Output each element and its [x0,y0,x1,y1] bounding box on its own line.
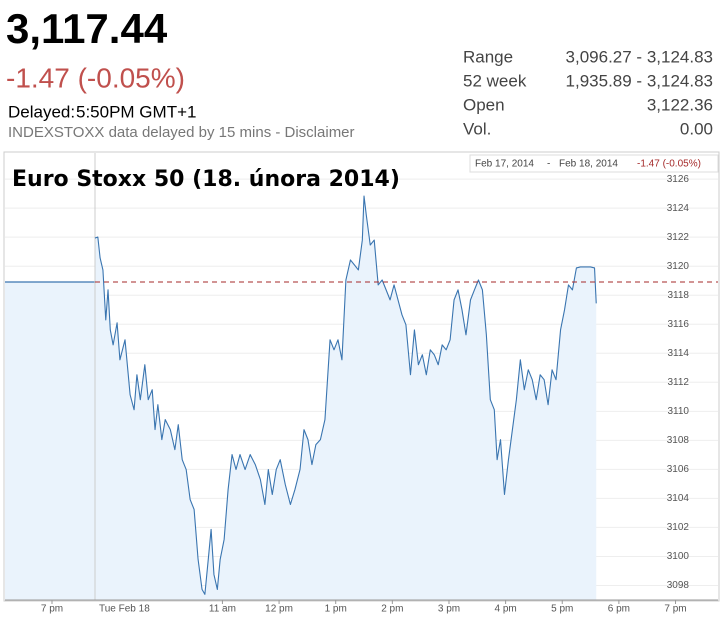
y-tick-label: 3112 [667,377,689,388]
delayed-label: Delayed: [8,102,75,121]
range-change: -1.47 (-0.05%) [637,159,701,170]
y-tick-label: 3120 [667,261,690,272]
stat-label: Range [463,47,513,66]
y-tick-label: 3116 [667,319,689,330]
y-tick-label: 3114 [667,348,689,359]
stat-value: 1,935.89 - 3,124.83 [566,71,713,90]
stat-label: Vol. [463,119,491,138]
stat-value: 3,096.27 - 3,124.83 [566,47,713,66]
range-sep: - [547,159,550,170]
x-tick-label: 3 pm [438,604,460,615]
y-tick-label: 3110 [667,406,689,417]
y-tick-label: 3100 [667,551,690,562]
y-tick-label: 3122 [667,232,690,243]
x-tick-label: 6 pm [608,604,630,615]
x-tick-label: 5 pm [551,604,573,615]
chart-title: Euro Stoxx 50 (18. února 2014) [12,167,400,192]
y-tick-label: 3106 [667,464,690,475]
y-tick-label: 3126 [667,174,690,185]
y-tick-label: 3102 [667,522,690,533]
x-tick-label: 1 pm [325,604,347,615]
stat-label: 52 week [463,71,527,90]
price-line [94,195,597,595]
delayed-time: 5:50PM GMT+1 [76,102,196,121]
range-box [469,154,719,173]
stat-label: Open [463,95,505,114]
price: 3,117.44 [6,5,168,52]
x-tick-label: Tue Feb 18 [99,604,150,615]
delay-note[interactable]: INDEXSTOXX data delayed by 15 mins - Dis… [8,124,355,141]
stats-table: Range 3,096.27 - 3,124.83 52 week 1,935.89 … [463,47,713,138]
y-tick-label: 3124 [667,203,690,214]
plot: 7 pm Tue Feb 18 11 am 12 pm 1 pm 2 pm 3 pm 4 pm… [5,153,718,615]
stat-value: 0.00 [680,119,713,138]
price-change: -1.47 (-0.05%) [6,62,185,93]
y-tick-label: 3104 [667,493,690,504]
area-fill [95,196,597,600]
range-from: Feb 17, 2014 [475,159,534,170]
y-tick-label: 3118 [667,290,689,301]
x-tick-label: 7 pm [664,604,686,615]
x-tick-label: 2 pm [381,604,403,615]
x-tick-label: 12 pm [265,604,293,615]
y-tick-label: 3098 [667,580,690,591]
previous-close-fill [5,282,95,600]
x-tick-label: 4 pm [494,604,516,615]
range-to: Feb 18, 2014 [559,159,618,170]
x-tick-label: 11 am [209,604,236,615]
y-tick-label: 3108 [667,435,690,446]
stat-value: 3,122.36 [647,95,713,114]
x-tick-label: 7 pm [41,604,63,615]
